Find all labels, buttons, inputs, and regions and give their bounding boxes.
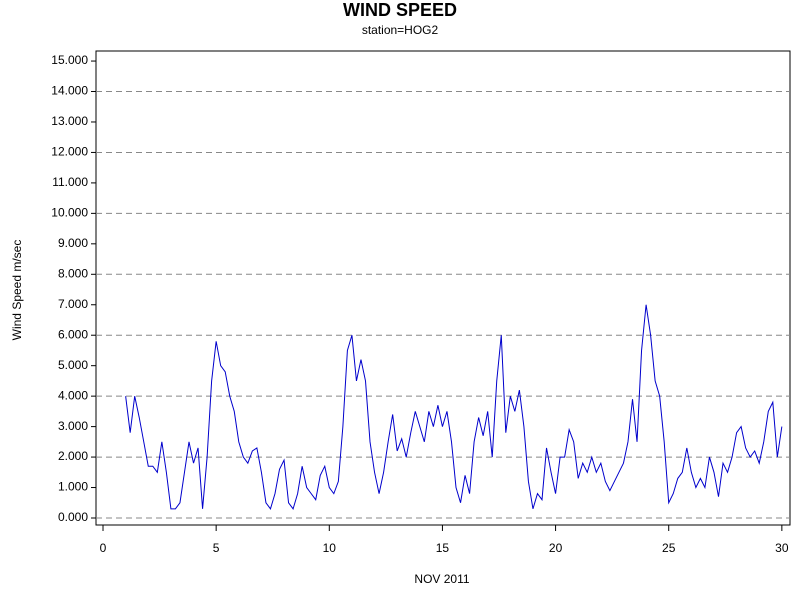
y-tick-label: 11.000 [52,175,88,189]
y-tick-label: 13.000 [51,114,88,128]
y-tick-label: 8.000 [58,266,88,280]
chart-subtitle: station=HOG2 [362,23,439,37]
line-series [125,304,783,510]
y-tick-label: 5.000 [58,358,88,372]
y-tick-label: 15.000 [51,53,88,67]
y-tick-label: 3.000 [58,419,88,433]
x-tick-label: 5 [213,541,220,555]
y-tick-label: 6.000 [58,327,88,341]
y-tick-label: 4.000 [58,388,88,402]
y-tick-label: 14.000 [51,84,88,98]
x-axis-label: NOV 2011 [414,572,469,586]
y-tick-label: 2.000 [58,449,88,463]
x-tick-label: 20 [549,541,563,555]
y-tick-label: 9.000 [58,236,88,250]
y-tick-label: 7.000 [58,297,88,311]
y-tick-label: 10.000 [51,206,88,220]
x-tick-label: 15 [436,541,450,555]
y-tick-label: 1.000 [58,480,88,494]
plot-frame [95,50,791,526]
x-tick-label: 25 [662,541,676,555]
y-tick-label: 12.000 [51,145,88,159]
x-tick-label: 10 [323,541,337,555]
x-tick-label: 0 [100,541,107,555]
x-tick-label: 30 [775,541,789,555]
y-tick-label: 0.000 [58,510,88,524]
chart-title: WIND SPEED [343,0,457,20]
y-axis-label: Wind Speed m/sec [10,240,24,341]
